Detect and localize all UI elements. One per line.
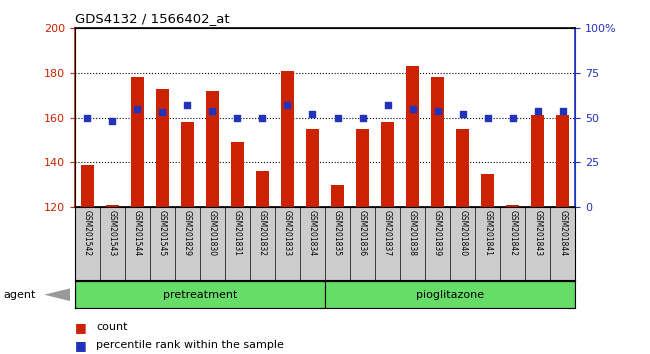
Point (382, 102, 393, 108)
Text: GSM201839: GSM201839 (433, 210, 442, 256)
Point (182, 102, 192, 108)
Polygon shape (44, 288, 70, 301)
Text: GSM201833: GSM201833 (283, 210, 292, 256)
Text: GSM201543: GSM201543 (108, 210, 117, 256)
Text: GSM201840: GSM201840 (458, 210, 467, 256)
Point (107, 119, 118, 124)
Bar (432, 78, 444, 207)
Point (358, 115, 368, 121)
Point (432, 108, 443, 113)
Text: percentile rank within the sample: percentile rank within the sample (96, 340, 284, 350)
Text: GSM201544: GSM201544 (133, 210, 142, 256)
Point (532, 108, 543, 113)
Bar (506, 205, 519, 207)
Text: GSM201834: GSM201834 (308, 210, 317, 256)
Text: GSM201837: GSM201837 (383, 210, 392, 256)
Bar (156, 88, 168, 207)
Text: GDS4132 / 1566402_at: GDS4132 / 1566402_at (75, 12, 229, 25)
Point (458, 111, 468, 117)
Text: GSM201836: GSM201836 (358, 210, 367, 256)
Text: ■: ■ (75, 339, 86, 352)
Point (232, 115, 242, 121)
Text: count: count (96, 322, 127, 332)
Text: GSM201842: GSM201842 (508, 210, 517, 256)
Bar (206, 91, 218, 207)
Point (257, 115, 268, 121)
Bar (382, 122, 394, 207)
Bar (75, 281, 325, 308)
Text: GSM201542: GSM201542 (83, 210, 92, 256)
Text: agent: agent (3, 290, 36, 300)
Text: GSM201844: GSM201844 (558, 210, 567, 256)
Text: GSM201831: GSM201831 (233, 210, 242, 256)
Point (157, 109, 168, 115)
Bar (81, 165, 94, 207)
Bar (406, 66, 419, 207)
Bar (181, 122, 194, 207)
Bar (231, 142, 244, 207)
Point (82, 115, 92, 121)
Point (207, 108, 218, 113)
Text: GSM201830: GSM201830 (208, 210, 217, 256)
Bar (456, 129, 469, 207)
Point (307, 111, 318, 117)
Point (558, 108, 568, 113)
Text: ■: ■ (75, 321, 86, 334)
Point (508, 115, 518, 121)
Bar (131, 78, 144, 207)
Bar (556, 115, 569, 207)
Text: GSM201829: GSM201829 (183, 210, 192, 256)
Text: GSM201843: GSM201843 (533, 210, 542, 256)
Point (132, 106, 142, 112)
Text: pioglitazone: pioglitazone (416, 290, 484, 300)
Text: GSM201841: GSM201841 (483, 210, 492, 256)
Bar (356, 129, 369, 207)
Text: pretreatment: pretreatment (162, 290, 237, 300)
Text: GSM201545: GSM201545 (158, 210, 167, 256)
Bar (532, 115, 544, 207)
Point (332, 115, 343, 121)
Text: GSM201832: GSM201832 (258, 210, 267, 256)
Text: GSM201838: GSM201838 (408, 210, 417, 256)
Point (282, 102, 293, 108)
Bar (325, 281, 575, 308)
Point (482, 115, 493, 121)
Bar (281, 71, 294, 207)
Bar (306, 129, 318, 207)
Bar (332, 185, 344, 207)
Point (408, 106, 418, 112)
Bar (106, 205, 118, 207)
Bar (482, 173, 494, 207)
Bar (256, 171, 268, 207)
Text: GSM201835: GSM201835 (333, 210, 342, 256)
